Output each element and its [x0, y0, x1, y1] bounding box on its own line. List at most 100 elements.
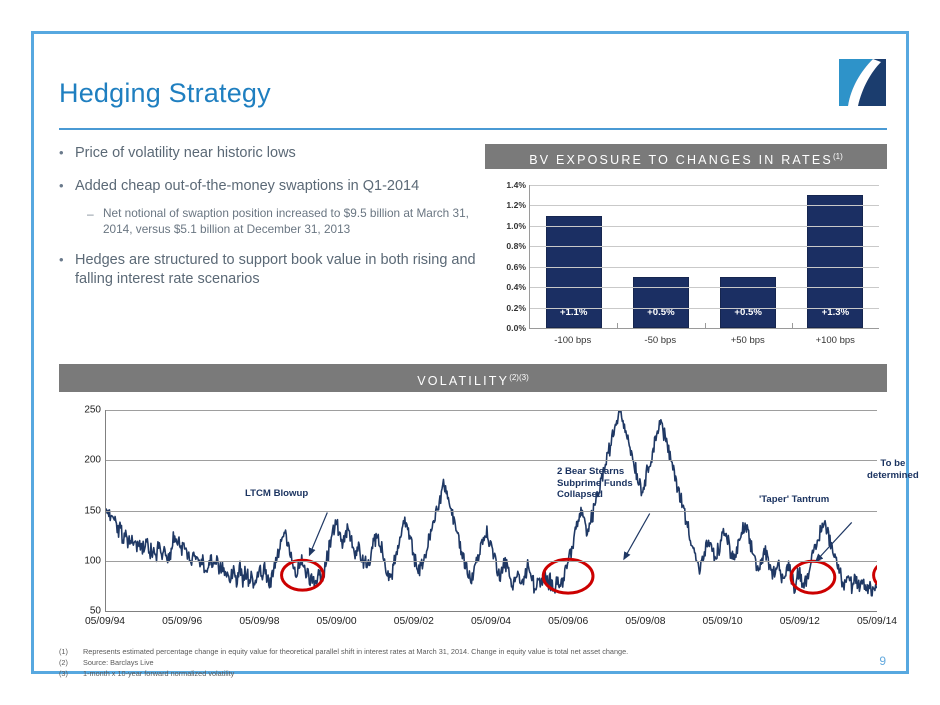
sub-bullet-text: Net notional of swaption position increa… [103, 206, 469, 236]
volatility-annotation-overlay [280, 512, 877, 595]
bv-gridline [530, 185, 879, 186]
footnote-text: Represents estimated percentage change i… [83, 647, 629, 656]
bullet-list: • Price of volatility near historic lows… [59, 144, 489, 303]
volatility-x-tick-label: 05/09/94 [84, 616, 126, 627]
title-divider [59, 128, 887, 130]
volatility-gridline [106, 410, 877, 411]
footnotes: (1) Represents estimated percentage chan… [59, 646, 849, 679]
bullet-text: Price of volatility near historic lows [75, 145, 296, 161]
annotation-to-be-determined: To be determined [867, 458, 919, 481]
volatility-gridline [106, 460, 877, 462]
bv-bar-value-label: +1.3% [821, 307, 850, 318]
list-item: • Added cheap out-of-the-money swaptions… [59, 177, 489, 196]
bv-exposure-bar-chart: +1.1% +0.5% +0.5% +1.3% 0.0% 0.2% 0.4% 0.6% 0.8… [485, 179, 887, 351]
bullet-marker: • [59, 252, 64, 267]
bv-plot-area: +1.1% +0.5% +0.5% +1.3% 0.0% 0.2% 0.4% 0.6% 0.8… [506, 180, 879, 333]
volatility-series-path [106, 410, 877, 597]
volatility-x-tick-label: 05/09/98 [239, 616, 280, 627]
bullet-text: Hedges are structured to support book va… [75, 252, 476, 287]
bv-y-tick-label: 0.4% [506, 282, 526, 293]
bullet-marker: • [59, 178, 64, 193]
volatility-y-tick-label: 200 [84, 454, 101, 466]
volatility-x-tick-label: 05/09/00 [316, 616, 357, 627]
sub-list-item: – Net notional of swaption position incr… [87, 206, 489, 237]
bv-gridline [530, 266, 879, 268]
volatility-x-axis-labels: 05/09/94 05/09/96 05/09/98 05/09/00 05/09/02… [85, 616, 897, 636]
bv-axis-tick [617, 323, 619, 328]
bv-y-tick-label: 0.6% [506, 261, 526, 272]
volatility-x-tick-label: 05/09/08 [625, 616, 666, 627]
volatility-x-tick-label: 05/09/04 [470, 616, 512, 627]
bv-y-tick-label: 1.2% [506, 200, 526, 211]
list-item: • Price of volatility near historic lows [59, 144, 489, 163]
bv-gridline [530, 307, 879, 309]
annotation-bear-stearns: 2 Bear Stearns Subprime Funds Collapsed [557, 466, 633, 500]
page-number: 9 [879, 654, 886, 668]
bv-bar-cell: +0.5% [617, 185, 704, 328]
bv-bar-value-label: +1.1% [559, 307, 588, 318]
footnote-row: (3) 1-month x 10-year forward normalized… [59, 668, 849, 679]
volatility-x-tick-label: 05/09/10 [702, 616, 743, 627]
bv-y-tick-label: 0.8% [506, 241, 526, 252]
footnote-text: 1-month x 10-year forward normalized vol… [83, 669, 235, 678]
volatility-x-tick-label: 05/09/02 [393, 616, 434, 627]
volatility-y-tick-label: 250 [84, 404, 101, 416]
bullet-text: Added cheap out-of-the-money swaptions i… [75, 178, 420, 194]
bv-y-tick-label: 1.0% [506, 220, 526, 231]
volatility-x-tick-label: 05/09/12 [779, 616, 820, 627]
corporate-logo [839, 59, 886, 106]
annotation-taper-tantrum: 'Taper' Tantrum [759, 494, 830, 505]
volatility-x-tick-label: 05/09/14 [856, 616, 898, 627]
bullet-marker: • [59, 145, 64, 160]
list-item: • Hedges are structured to support book … [59, 251, 489, 289]
bv-bar-value-label: +0.5% [734, 307, 762, 318]
bv-x-axis-labels: -100 bps -50 bps +50 bps +100 bps [529, 331, 879, 351]
bv-y-tick-label: 0.0% [506, 323, 526, 333]
bv-y-tick-label: 1.4% [506, 180, 526, 190]
bv-axis-tick [704, 323, 706, 328]
bv-bars-container: +1.1% +0.5% +0.5% +1.3% [530, 185, 879, 328]
volatility-x-tick-label: 05/09/96 [162, 616, 203, 627]
footnote-row: (1) Represents estimated percentage chan… [59, 646, 849, 657]
slide-frame: Hedging Strategy • Price of volatility n… [31, 31, 919, 678]
footnote-number: (3) [59, 669, 68, 678]
bv-x-tick-label: -100 bps [554, 335, 592, 346]
section-label: VOLATILITY [417, 374, 510, 389]
footnote-text: Source: Barclays Live [83, 658, 154, 667]
bv-bar: +1.1% [545, 215, 602, 328]
bv-gridline [530, 225, 879, 227]
volatility-gridline [106, 510, 877, 512]
annotation-ltcm: LTCM Blowup [245, 488, 309, 499]
section-footnote-mark: (1) [832, 152, 843, 161]
volatility-y-tick-label: 150 [84, 505, 101, 516]
sub-bullet-marker: – [87, 207, 94, 221]
footnote-number: (2) [59, 658, 68, 667]
page-title: Hedging Strategy [59, 78, 271, 108]
bv-gridline [530, 287, 879, 289]
bv-bar-cell: +0.5% [705, 185, 792, 328]
bv-x-tick-label: +50 bps [730, 335, 765, 346]
volatility-y-tick-label: 50 [89, 605, 101, 617]
volatility-x-tick-label: 05/09/06 [548, 616, 589, 627]
bv-gridline [530, 205, 879, 207]
section-footnote-mark: (2)(3) [509, 373, 529, 382]
bv-bar: +0.5% [720, 276, 777, 328]
volatility-y-tick-label: 100 [84, 555, 101, 567]
volatility-line-chart: 50 100 150 200 250 05/09/94 05/09/96 05/09/98 0… [59, 402, 918, 638]
footnote-row: (2) Source: Barclays Live [59, 657, 849, 668]
section-header-volatility: VOLATILITY(2)(3) [59, 364, 887, 392]
volatility-gridline [106, 560, 877, 562]
section-header-bv-exposure: BV EXPOSURE TO CHANGES IN RATES(1) [485, 144, 887, 169]
bv-x-tick-label: +100 bps [815, 335, 855, 346]
volatility-plot-area: 50 100 150 200 250 [84, 405, 877, 617]
bv-bar: +1.3% [807, 195, 864, 328]
bv-bar-value-label: +0.5% [647, 307, 675, 318]
bv-y-tick-label: 0.2% [506, 302, 526, 313]
section-label: BV EXPOSURE TO CHANGES IN RATES [529, 153, 833, 168]
bv-x-tick-label: -50 bps [644, 335, 677, 346]
bv-bar-cell: +1.3% [792, 185, 879, 328]
footnote-number: (1) [59, 647, 68, 656]
bv-gridline [530, 246, 879, 248]
bv-axis-tick [791, 323, 793, 328]
bv-bar-cell: +1.1% [530, 185, 617, 328]
